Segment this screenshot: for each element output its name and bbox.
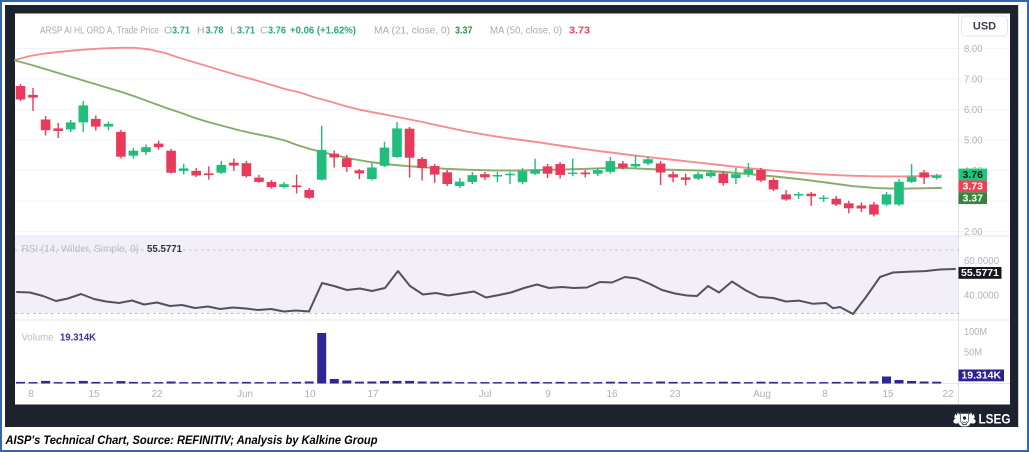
svg-text:55.5771: 55.5771 <box>961 267 999 279</box>
svg-text:15: 15 <box>88 389 100 400</box>
svg-text:7.00: 7.00 <box>964 74 983 86</box>
svg-text:O: O <box>164 25 172 37</box>
svg-text:USD: USD <box>973 21 996 33</box>
svg-text:MA (50, close, 0): MA (50, close, 0) <box>490 25 562 37</box>
svg-text:15: 15 <box>882 389 894 400</box>
svg-text:40.0000: 40.0000 <box>964 290 999 302</box>
svg-text:3.37: 3.37 <box>963 192 984 204</box>
svg-text:19.314K: 19.314K <box>60 332 96 344</box>
svg-text:3.76: 3.76 <box>963 169 984 181</box>
svg-text:AISP's Technical Chart, Source: AISP's Technical Chart, Source: REFINITI… <box>5 433 378 447</box>
svg-text:Volume: Volume <box>22 332 54 344</box>
svg-text:22: 22 <box>942 389 954 400</box>
svg-text:10: 10 <box>304 389 316 400</box>
svg-text:5.00: 5.00 <box>964 135 983 147</box>
svg-text:17: 17 <box>367 389 379 400</box>
svg-text:2.00: 2.00 <box>964 226 983 238</box>
svg-text:8: 8 <box>822 389 828 400</box>
svg-text:3.73: 3.73 <box>963 181 984 193</box>
svg-text:9: 9 <box>545 389 551 400</box>
svg-text:3.76: 3.76 <box>268 25 286 37</box>
svg-text:8: 8 <box>28 389 34 400</box>
svg-text:+0.06 (+1.62%): +0.06 (+1.62%) <box>290 25 356 37</box>
svg-text:16: 16 <box>606 389 618 400</box>
svg-text:22: 22 <box>151 389 163 400</box>
svg-text:H: H <box>197 25 205 37</box>
svg-text:C: C <box>260 25 268 37</box>
svg-text:6.00: 6.00 <box>964 104 983 116</box>
svg-text:Jul: Jul <box>479 389 492 400</box>
svg-text:23: 23 <box>669 389 681 400</box>
svg-text:Aug: Aug <box>753 389 771 400</box>
svg-text:ARSP AI HL ORD A, Trade Price: ARSP AI HL ORD A, Trade Price <box>40 25 159 37</box>
svg-text:3.37: 3.37 <box>455 25 473 37</box>
svg-text:L: L <box>230 25 236 37</box>
svg-text:100M: 100M <box>964 326 987 338</box>
svg-text:3.71: 3.71 <box>172 25 190 37</box>
svg-text:60.0000: 60.0000 <box>964 255 999 267</box>
svg-text:55.5771: 55.5771 <box>147 243 182 255</box>
svg-text:Jun: Jun <box>237 389 253 400</box>
svg-text:50M: 50M <box>964 347 982 359</box>
svg-text:3.71: 3.71 <box>237 25 255 37</box>
svg-text:8.00: 8.00 <box>964 43 983 55</box>
svg-text:RSI (14, Wilder, Simple, 9): RSI (14, Wilder, Simple, 9) <box>22 243 140 255</box>
svg-text:3.78: 3.78 <box>206 25 224 37</box>
svg-text:19.314K: 19.314K <box>961 370 1001 382</box>
svg-text:MA (21, close, 0): MA (21, close, 0) <box>374 25 450 37</box>
svg-text:3.73: 3.73 <box>569 25 590 37</box>
svg-text:LSEG: LSEG <box>979 411 1011 426</box>
